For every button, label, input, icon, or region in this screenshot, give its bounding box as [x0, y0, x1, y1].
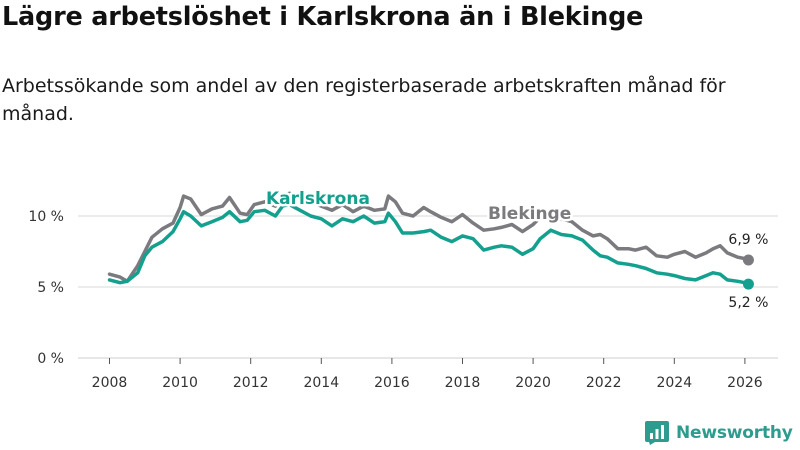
- end-value-label-blekinge: 6,9 %: [728, 232, 768, 248]
- x-tick-label: 2022: [586, 375, 622, 391]
- newsworthy-icon: [645, 421, 669, 445]
- series-label-blekinge: Blekinge: [488, 204, 571, 224]
- end-marker-karlskrona: [742, 278, 754, 290]
- newsworthy-logo: Newsworthy: [645, 420, 793, 446]
- x-tick-label: 2014: [303, 375, 339, 391]
- x-tick-label: 2016: [374, 375, 410, 391]
- x-tick-label: 2020: [515, 375, 551, 391]
- end-marker-blekinge: [742, 254, 754, 266]
- y-tick-label: 10 %: [28, 209, 64, 225]
- chart-title: Lägre arbetslöshet i Karlskrona än i Ble…: [2, 2, 644, 32]
- x-tick-label: 2018: [445, 375, 481, 391]
- x-tick-label: 2024: [656, 375, 692, 391]
- x-tick-label: 2010: [162, 375, 198, 391]
- series-line-karlskrona: [107, 202, 751, 286]
- y-tick-label: 5 %: [37, 280, 64, 296]
- end-value-label-karlskrona: 5,2 %: [728, 295, 768, 311]
- x-tick-label: 2026: [727, 375, 763, 391]
- brand-name: Newsworthy: [676, 423, 793, 443]
- x-tick-label: 2012: [233, 375, 269, 391]
- y-tick-label: 0 %: [37, 351, 64, 367]
- chart-subtitle: Arbetssökande som andel av den registerb…: [2, 75, 726, 125]
- series-label-karlskrona: Karlskrona: [266, 189, 370, 209]
- x-tick-label: 2008: [92, 375, 128, 391]
- series-line-blekinge: [107, 191, 751, 284]
